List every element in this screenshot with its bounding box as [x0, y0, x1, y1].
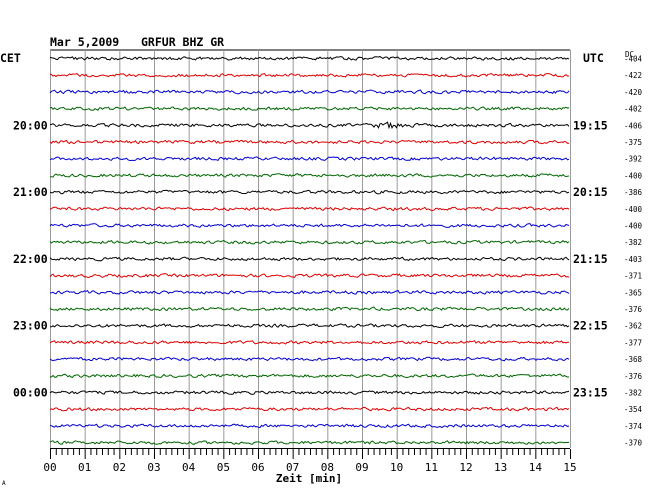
x-tick-label: 11: [425, 461, 438, 474]
header-date: Mar 5,2009: [50, 35, 119, 49]
dc-offset-label: -375: [624, 138, 642, 147]
seismic-trace: [49, 306, 570, 312]
seismic-trace: [49, 356, 570, 362]
seismic-trace: [49, 406, 570, 412]
dc-offset-labels: -404 -422 -420 -402 -406 -375 -392 -400 -386 -400…: [624, 55, 643, 448]
left-hour-label: 20:00: [13, 118, 48, 132]
seismic-trace: [49, 239, 570, 245]
seismic-trace: [49, 121, 570, 130]
x-tick-label: 10: [390, 461, 403, 474]
dc-offset-label: -376: [624, 372, 643, 381]
left-hour-label: 00:00: [13, 386, 48, 400]
x-tick-label: 07: [286, 461, 299, 474]
dc-offset-label: -400: [624, 205, 643, 214]
dc-offset-label: -400: [624, 222, 643, 231]
right-timezone-label: UTC: [583, 51, 604, 65]
left-hour-labels: 20:00 21:00 22:00 23:00 00:00: [13, 118, 48, 399]
seismic-trace: [49, 440, 570, 445]
dc-offset-label: -386: [624, 188, 643, 197]
seismic-trace: [49, 139, 570, 145]
x-tick-label: 03: [147, 461, 160, 474]
chart-grid: [50, 49, 571, 448]
dc-header-label: DC: [625, 50, 634, 59]
seismic-trace: [49, 223, 570, 228]
dc-offset-label: -382: [624, 238, 642, 247]
dc-offset-label: -365: [624, 288, 642, 297]
x-tick-label: 01: [78, 461, 91, 474]
x-tick-label: 13: [494, 461, 507, 474]
right-hour-labels: 19:15 20:15 21:15 22:15 23:15: [573, 118, 608, 399]
right-hour-label: 19:15: [573, 118, 608, 132]
seismic-trace: [49, 156, 570, 162]
seismic-trace: [49, 56, 570, 61]
dc-offset-label: -382: [624, 389, 642, 398]
seismic-trace: [49, 373, 569, 379]
seismic-trace: [49, 256, 570, 262]
dc-offset-label: -376: [624, 305, 643, 314]
seismic-trace: [49, 340, 570, 345]
dc-offset-label: -402: [624, 105, 642, 114]
seismic-trace: [49, 323, 570, 329]
dc-offset-label: -404: [624, 55, 643, 64]
dc-offset-label: -374: [624, 422, 643, 431]
x-tick-label: 04: [182, 461, 196, 474]
header-station: GRFUR BHZ GR: [141, 35, 224, 49]
dc-offset-label: -400: [624, 171, 643, 180]
footer-mark: A: [2, 480, 6, 487]
x-tick-label: 15: [563, 461, 576, 474]
x-tick-label: 09: [355, 461, 368, 474]
right-hour-label: 22:15: [573, 319, 608, 333]
x-axis: 00 01 02 03 04 05 06 07 08 09 10 11 12 13 14 15: [43, 448, 577, 474]
seismic-trace: [49, 189, 570, 195]
dc-offset-label: -362: [624, 322, 642, 331]
left-hour-label: 22:00: [13, 252, 48, 266]
dc-offset-label: -406: [624, 121, 643, 130]
x-tick-label: 08: [321, 461, 334, 474]
x-tick-label: 05: [217, 461, 230, 474]
x-tick-label: 14: [529, 461, 543, 474]
left-hour-label: 23:00: [13, 319, 48, 333]
left-hour-label: 21:00: [13, 185, 48, 199]
dc-offset-label: -371: [624, 272, 642, 281]
seismic-traces: [49, 56, 570, 445]
right-hour-label: 20:15: [573, 185, 608, 199]
x-tick-label: 02: [113, 461, 126, 474]
dc-offset-label: -420: [624, 88, 643, 97]
seismic-trace: [49, 423, 570, 429]
dc-offset-label: -368: [624, 355, 643, 364]
dc-offset-label: -354: [624, 405, 643, 414]
seismic-trace: [49, 289, 570, 295]
seismic-trace: [49, 206, 570, 212]
seismic-trace: [49, 173, 570, 178]
x-tick-label: 12: [459, 461, 472, 474]
seismic-trace: [49, 273, 570, 279]
seismic-trace: [49, 72, 570, 78]
dc-offset-label: -377: [624, 338, 642, 347]
x-tick-label: 00: [43, 461, 56, 474]
x-axis-label: Zeit [min]: [276, 472, 342, 485]
seismic-trace: [49, 390, 570, 395]
seismic-trace: [49, 89, 570, 95]
left-timezone-label: CET: [0, 51, 21, 65]
dc-offset-label: -392: [624, 155, 642, 164]
dc-offset-label: -422: [624, 71, 642, 80]
seismic-trace: [49, 106, 570, 111]
dc-offset-label: -370: [624, 439, 643, 448]
dc-offset-label: -403: [624, 255, 642, 264]
x-tick-label: 06: [251, 461, 264, 474]
right-hour-label: 21:15: [573, 252, 608, 266]
right-hour-label: 23:15: [573, 386, 608, 400]
